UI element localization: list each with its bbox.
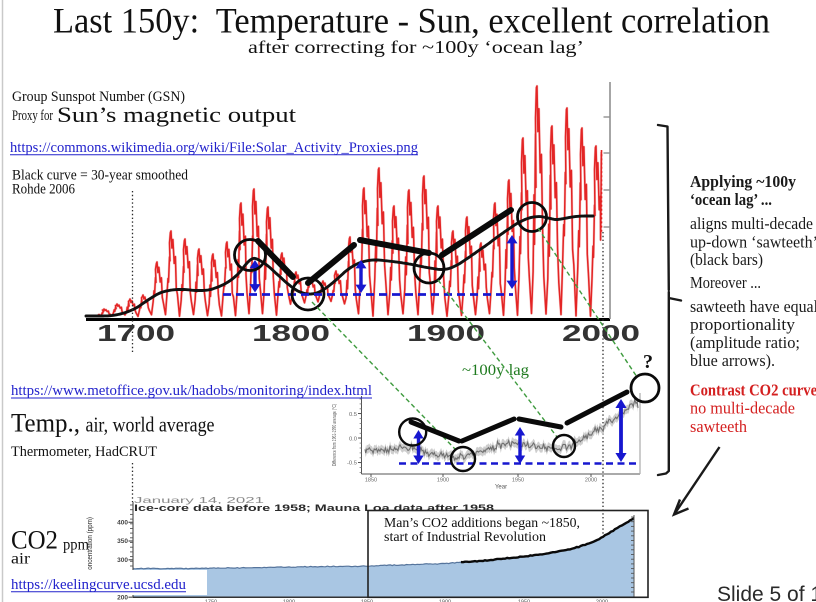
svg-text:1800: 1800 <box>252 320 330 346</box>
svg-text:1900: 1900 <box>437 478 449 484</box>
svg-text:Contrast CO2 curve:: Contrast CO2 curve: <box>690 381 816 400</box>
svg-text:?: ? <box>643 351 653 373</box>
svg-text:1950: 1950 <box>512 478 524 484</box>
svg-text:sawteeth: sawteeth <box>690 417 747 436</box>
svg-text:1900: 1900 <box>439 600 451 602</box>
svg-text:up-down ‘sawteeth’: up-down ‘sawteeth’ <box>690 232 816 251</box>
svg-text:Rohde 2006: Rohde 2006 <box>12 182 75 198</box>
svg-text:350: 350 <box>117 538 128 545</box>
svg-text:Thermometer, HadCRUT: Thermometer, HadCRUT <box>11 444 157 460</box>
svg-text:Moreover ...: Moreover ... <box>690 273 761 292</box>
svg-text:300: 300 <box>117 557 128 564</box>
svg-text:Ice-core data before 1958; Mau: Ice-core data before 1958; Mauna Loa dat… <box>134 503 494 513</box>
svg-text:Applying ~100y: Applying ~100y <box>690 172 796 191</box>
svg-text:Difference from 1961-1990 aver: Difference from 1961-1990 average (°C) <box>332 404 338 466</box>
svg-text:(black bars): (black bars) <box>690 250 763 269</box>
svg-text:January 14, 2021: January 14, 2021 <box>134 495 265 505</box>
svg-text:Proxy for: Proxy for <box>12 108 53 124</box>
svg-text:2000: 2000 <box>596 600 608 602</box>
svg-text:Black curve = 30-year smoothed: Black curve = 30-year smoothed <box>12 168 188 184</box>
svg-text:air: air <box>11 551 31 568</box>
svg-text:-0.5: -0.5 <box>347 461 357 467</box>
svg-text:‘ocean lag’ ...: ‘ocean lag’ ... <box>690 190 772 209</box>
svg-text:0.0: 0.0 <box>349 437 357 443</box>
svg-text:start of Industrial Revolution: start of Industrial Revolution <box>384 529 546 544</box>
svg-text:2000: 2000 <box>562 320 640 346</box>
svg-text:https://commons.wikimedia.org/: https://commons.wikimedia.org/wiki/File:… <box>10 140 418 156</box>
svg-text:1900: 1900 <box>407 320 485 346</box>
svg-text:Year: Year <box>495 485 507 491</box>
svg-text:aligns multi-decade: aligns multi-decade <box>690 214 813 233</box>
svg-text:Temp.,: Temp., <box>11 408 80 437</box>
svg-text:1850: 1850 <box>361 600 373 602</box>
svg-text:1700: 1700 <box>97 320 175 346</box>
svg-text:CO2: CO2 <box>11 526 58 555</box>
svg-text:~100y lag: ~100y lag <box>462 362 529 379</box>
svg-text:Man’s CO2 additions began ~185: Man’s CO2 additions began ~1850, <box>384 515 580 530</box>
svg-text:(amplitude ratio;: (amplitude ratio; <box>690 333 800 352</box>
svg-text:2000: 2000 <box>585 478 597 484</box>
svg-text:ppm: ppm <box>63 537 89 554</box>
svg-text:https://keelingcurve.ucsd.edu: https://keelingcurve.ucsd.edu <box>11 577 186 593</box>
svg-text:after correcting for ~100y ‘oc: after correcting for ~100y ‘ocean lag’ <box>248 37 584 57</box>
svg-text:sawteeth have equal: sawteeth have equal <box>690 297 816 316</box>
svg-text:air, world average: air, world average <box>86 412 215 436</box>
svg-text:1850: 1850 <box>365 478 377 484</box>
svg-text:Group Sunspot Number (GSN): Group Sunspot Number (GSN) <box>12 89 185 105</box>
svg-text:Last 150y: Temperature - Sun,: Last 150y: Temperature - Sun, excellent … <box>53 1 770 41</box>
svg-text:1750: 1750 <box>205 600 217 602</box>
svg-text:400: 400 <box>117 520 128 527</box>
svg-text:Slide 5 of 10: Slide 5 of 10 <box>717 583 816 602</box>
svg-text:https://www.metoffice.gov.uk/h: https://www.metoffice.gov.uk/hadobs/moni… <box>11 383 372 399</box>
svg-text:no multi-decade: no multi-decade <box>690 398 795 417</box>
svg-text:blue arrows).: blue arrows). <box>690 351 775 370</box>
svg-text:1800: 1800 <box>283 600 295 602</box>
svg-text:CO2 Concentration (ppm): CO2 Concentration (ppm) <box>87 517 94 589</box>
svg-text:Sun’s magnetic output: Sun’s magnetic output <box>57 102 296 127</box>
svg-text:200: 200 <box>117 594 128 601</box>
svg-text:0.5: 0.5 <box>349 412 357 418</box>
svg-text:1950: 1950 <box>518 600 530 602</box>
svg-text:proportionality: proportionality <box>690 315 796 334</box>
